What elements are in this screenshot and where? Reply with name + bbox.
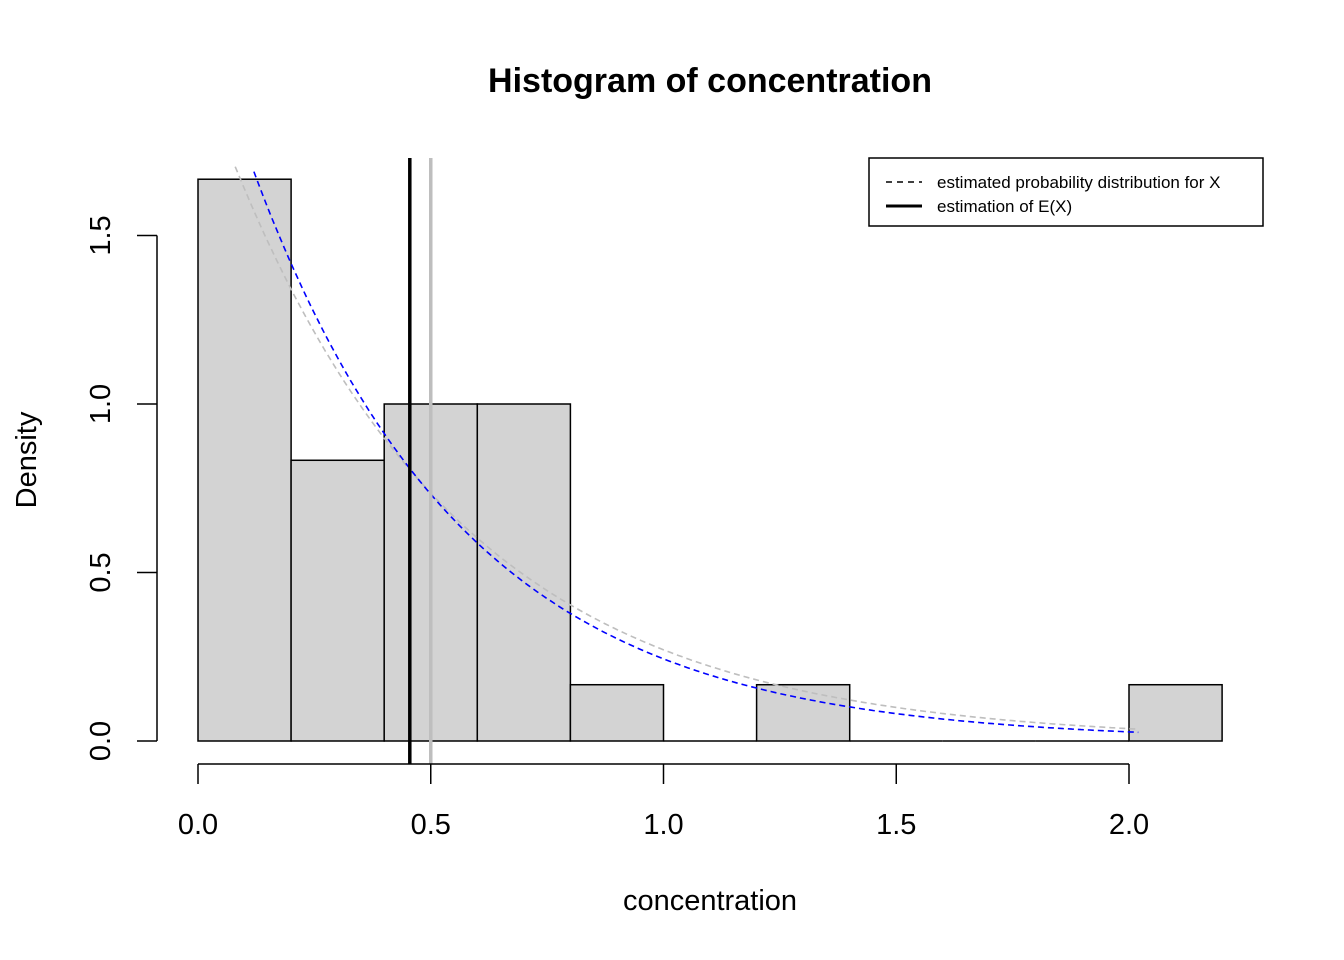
mean-lines bbox=[408, 158, 433, 764]
density-curve bbox=[253, 171, 1139, 734]
legend: estimated probability distribution for X… bbox=[868, 157, 1264, 227]
y-axis: 0.0 0.5 1.0 1.5 bbox=[85, 215, 158, 761]
x-tick-label: 2.0 bbox=[1109, 809, 1149, 841]
y-tick-label: 1.0 bbox=[85, 384, 117, 424]
y-tick-label: 1.5 bbox=[85, 215, 117, 255]
legend-box bbox=[868, 157, 1264, 227]
histogram-bar bbox=[476, 403, 572, 742]
x-tick-label: 1.5 bbox=[876, 809, 916, 841]
chart-title: Histogram of concentration bbox=[488, 62, 932, 100]
histogram-bars bbox=[197, 178, 1223, 742]
histogram-bar bbox=[569, 683, 665, 742]
x-tick-label: 0.0 bbox=[178, 809, 218, 841]
x-tick-label: 1.0 bbox=[643, 809, 683, 841]
x-tick-label: 0.5 bbox=[411, 809, 451, 841]
density-curve bbox=[234, 166, 1139, 730]
histogram-bar bbox=[290, 459, 385, 742]
legend-label-expectation: estimation of E(X) bbox=[937, 197, 1072, 216]
histogram-bar bbox=[197, 178, 292, 742]
histogram-bar bbox=[1128, 683, 1223, 742]
x-axis: 0.0 0.5 1.0 1.5 2.0 bbox=[178, 763, 1149, 841]
y-tick-label: 0.5 bbox=[85, 552, 117, 592]
density-curves bbox=[234, 166, 1139, 734]
x-axis-label: concentration bbox=[623, 885, 797, 917]
y-tick-label: 0.0 bbox=[85, 721, 117, 761]
y-axis-label: Density bbox=[11, 411, 43, 508]
histogram-bar bbox=[755, 683, 851, 742]
legend-label-distribution: estimated probability distribution for X bbox=[937, 173, 1220, 192]
